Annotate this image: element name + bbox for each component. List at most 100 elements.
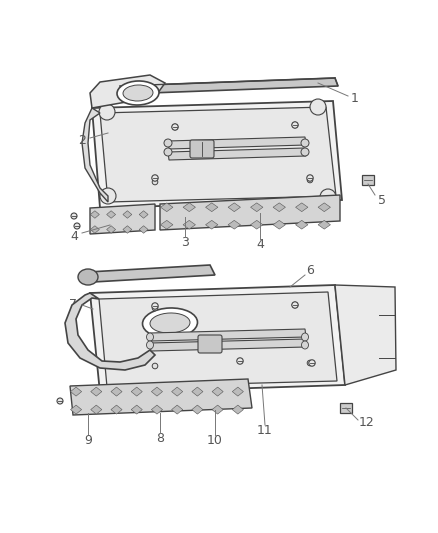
Polygon shape <box>91 405 102 414</box>
Polygon shape <box>212 387 223 396</box>
Polygon shape <box>71 405 81 414</box>
Polygon shape <box>139 211 148 218</box>
Circle shape <box>292 122 298 128</box>
Text: 9: 9 <box>84 433 92 447</box>
Polygon shape <box>172 405 183 414</box>
Polygon shape <box>99 292 337 387</box>
Ellipse shape <box>146 333 153 341</box>
Polygon shape <box>90 285 345 393</box>
Ellipse shape <box>164 139 172 147</box>
Polygon shape <box>100 107 336 202</box>
Polygon shape <box>183 220 195 229</box>
Ellipse shape <box>142 308 198 338</box>
Polygon shape <box>273 203 286 212</box>
Polygon shape <box>161 203 173 212</box>
Polygon shape <box>296 203 308 212</box>
Circle shape <box>292 302 298 308</box>
Text: 6: 6 <box>306 264 314 278</box>
Ellipse shape <box>117 81 159 105</box>
Ellipse shape <box>123 85 153 101</box>
Polygon shape <box>205 220 218 229</box>
Text: 10: 10 <box>207 434 223 448</box>
Polygon shape <box>111 405 122 414</box>
Text: 8: 8 <box>156 432 164 446</box>
Polygon shape <box>131 405 142 414</box>
Polygon shape <box>71 387 81 396</box>
Polygon shape <box>228 203 240 212</box>
Polygon shape <box>92 101 342 208</box>
Polygon shape <box>90 75 165 108</box>
Text: 2: 2 <box>78 134 86 148</box>
Polygon shape <box>65 293 155 370</box>
Polygon shape <box>90 211 99 218</box>
Circle shape <box>71 213 77 219</box>
Text: 4: 4 <box>256 238 264 252</box>
Circle shape <box>307 360 313 366</box>
Text: 11: 11 <box>257 424 273 438</box>
Circle shape <box>99 104 115 120</box>
Polygon shape <box>168 137 306 149</box>
Circle shape <box>237 358 243 364</box>
Circle shape <box>307 175 313 181</box>
Polygon shape <box>90 226 99 233</box>
Polygon shape <box>150 339 306 351</box>
Ellipse shape <box>301 148 309 156</box>
Ellipse shape <box>78 269 98 285</box>
Polygon shape <box>91 387 102 396</box>
Ellipse shape <box>301 139 309 147</box>
Polygon shape <box>160 195 340 230</box>
Polygon shape <box>107 226 116 233</box>
Polygon shape <box>139 226 148 233</box>
Circle shape <box>57 398 63 404</box>
Ellipse shape <box>301 341 308 349</box>
Text: 1: 1 <box>351 93 359 106</box>
Text: 4: 4 <box>70 230 78 244</box>
Polygon shape <box>251 203 263 212</box>
Circle shape <box>292 122 298 128</box>
Circle shape <box>152 363 158 369</box>
Polygon shape <box>192 387 203 396</box>
Circle shape <box>152 179 158 185</box>
Polygon shape <box>150 329 306 341</box>
Text: 7: 7 <box>69 298 77 311</box>
Ellipse shape <box>146 341 153 349</box>
Circle shape <box>74 223 80 229</box>
Ellipse shape <box>150 313 190 333</box>
Circle shape <box>307 177 313 183</box>
Polygon shape <box>107 211 116 218</box>
Circle shape <box>152 303 158 309</box>
Polygon shape <box>88 265 215 282</box>
Circle shape <box>152 175 158 181</box>
Circle shape <box>292 302 298 308</box>
Polygon shape <box>251 220 263 229</box>
FancyBboxPatch shape <box>340 403 352 413</box>
Ellipse shape <box>164 148 172 156</box>
FancyBboxPatch shape <box>362 175 374 185</box>
Polygon shape <box>335 285 396 385</box>
Circle shape <box>152 305 158 311</box>
Polygon shape <box>232 387 244 396</box>
Polygon shape <box>318 203 330 212</box>
Polygon shape <box>318 220 330 229</box>
Text: 3: 3 <box>181 237 189 249</box>
Polygon shape <box>123 211 132 218</box>
Text: 12: 12 <box>359 416 375 430</box>
Text: 5: 5 <box>378 193 386 206</box>
Polygon shape <box>172 387 183 396</box>
Circle shape <box>310 99 326 115</box>
Polygon shape <box>273 220 286 229</box>
Polygon shape <box>70 379 252 415</box>
FancyBboxPatch shape <box>190 140 214 158</box>
Ellipse shape <box>301 333 308 341</box>
Polygon shape <box>152 405 162 414</box>
Circle shape <box>172 124 178 130</box>
Polygon shape <box>123 226 132 233</box>
Polygon shape <box>82 108 108 202</box>
Polygon shape <box>183 203 195 212</box>
Polygon shape <box>296 220 308 229</box>
Polygon shape <box>168 148 306 160</box>
Polygon shape <box>111 387 122 396</box>
Polygon shape <box>192 405 203 414</box>
FancyBboxPatch shape <box>198 335 222 353</box>
Polygon shape <box>205 203 218 212</box>
